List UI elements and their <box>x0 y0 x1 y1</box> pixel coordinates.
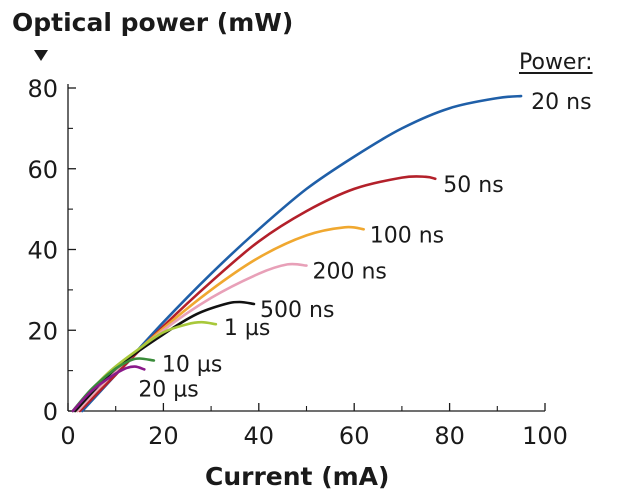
y-tick-label: 80 <box>27 75 58 103</box>
legend-title: Power: <box>519 50 593 75</box>
series-label-10-s: 10 µs <box>162 353 222 378</box>
x-tick-label: 100 <box>522 422 568 450</box>
series-curves <box>71 94 523 413</box>
x-axis-title: Current (mA) <box>205 462 390 491</box>
y-tick-label: 40 <box>27 237 58 265</box>
series-label-500-ns: 500 ns <box>260 298 334 323</box>
series-label-50-ns: 50 ns <box>443 173 503 198</box>
series-line-20-ns <box>81 94 523 413</box>
x-tick-label: 0 <box>60 422 75 450</box>
series-line-50-ns <box>78 175 437 413</box>
series-label-100-ns: 100 ns <box>370 223 444 248</box>
y-axis-arrow-icon <box>34 50 48 61</box>
series-label-1-s: 1 µs <box>224 316 270 341</box>
x-tick-label: 40 <box>244 422 275 450</box>
axis-ticks: 0 20 40 60 80 0 20 40 60 80 100 <box>27 75 567 450</box>
y-tick-label: 60 <box>27 156 58 184</box>
x-tick-label: 60 <box>339 422 370 450</box>
series-line-10-s <box>71 357 156 413</box>
y-axis-title: Optical power (mW) <box>12 8 294 37</box>
series-label-20-s: 20 µs <box>138 377 198 402</box>
series-label-200-ns: 200 ns <box>313 260 387 285</box>
y-tick-label: 20 <box>27 317 58 345</box>
x-tick-label: 80 <box>434 422 465 450</box>
series-label-20-ns: 20 ns <box>531 90 591 115</box>
series-line-200-ns <box>76 262 308 413</box>
y-tick-label: 0 <box>43 398 58 426</box>
series-line-20-s <box>71 365 146 413</box>
x-tick-label: 20 <box>148 422 179 450</box>
